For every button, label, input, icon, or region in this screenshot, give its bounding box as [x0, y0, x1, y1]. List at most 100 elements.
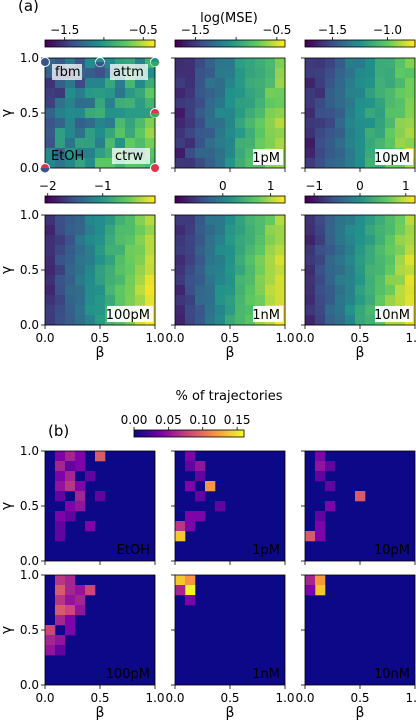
heatmap-cell [255, 285, 266, 296]
heatmap-cell [305, 98, 316, 109]
mse-colorbar-swatch [384, 196, 388, 203]
heatmap-cell [235, 315, 246, 326]
mse-colorbar-swatch [183, 40, 187, 47]
heatmap-cell [255, 128, 266, 139]
mse-colorbar-swatch [127, 196, 131, 203]
mse-colorbar-swatch [210, 40, 214, 47]
heatmap-cell [45, 108, 56, 119]
traj-colorbar-swatch [213, 430, 217, 437]
heatmap-cell [75, 118, 86, 129]
mse-colorbar-swatch [191, 40, 195, 47]
heatmap-cell [365, 315, 376, 326]
heatmap-cell [405, 128, 416, 139]
heatmap-cell [215, 128, 226, 139]
heatmap-cell [345, 245, 356, 256]
heatmap-cell [85, 305, 96, 316]
mse-colorbar-swatch [343, 196, 347, 203]
heatmap-cell [55, 98, 66, 109]
mse-colorbar-swatch [197, 196, 201, 203]
heatmap-cell [275, 215, 286, 226]
mse-colorbar-swatch [274, 40, 278, 47]
heatmap-cell [135, 88, 146, 99]
mse-colorbar-swatch [227, 40, 231, 47]
heatmap-cell [405, 235, 416, 246]
heatmap-cell [55, 245, 66, 256]
heatmap-cell [185, 285, 196, 296]
heatmap-cell [375, 265, 386, 276]
heatmap-cell [175, 275, 186, 286]
heatmap-cell [215, 158, 226, 169]
heatmap-cell [365, 225, 376, 236]
heatmap-cell [265, 245, 276, 256]
heatmap-cell [385, 118, 396, 129]
heatmap-cell [175, 98, 186, 109]
heatmap-cell [125, 138, 136, 149]
panel-condition-label: 1nM [252, 667, 280, 682]
mse-colorbar-swatch [127, 40, 131, 47]
heatmap-cell [215, 98, 226, 109]
x-tick-label: 0.5 [350, 331, 369, 345]
heatmap-cell [215, 255, 226, 266]
heatmap-cell [225, 285, 236, 296]
heatmap-cell [75, 78, 86, 89]
heatmap-cell [315, 295, 326, 306]
panel-condition-label-bg [253, 306, 283, 322]
traj-colorbar-swatch [219, 430, 223, 437]
mse-colorbar-swatch [141, 196, 145, 203]
heatmap-cell [235, 88, 246, 99]
mse-colorbar-swatch [354, 40, 358, 47]
heatmap-cell [175, 118, 186, 129]
heatmap-cell [105, 255, 116, 266]
heatmap-cell [305, 88, 316, 99]
heatmap-cell [95, 118, 106, 129]
traj-colorbar-swatch [180, 430, 184, 437]
mse-colorbar-swatch [265, 40, 269, 47]
heatmap-cell [195, 315, 206, 326]
heatmap-cell [55, 58, 66, 69]
heatmap-cell [45, 98, 56, 109]
mse-colorbar-tick-label: −1.5 [50, 23, 79, 37]
heatmap-cell [95, 245, 106, 256]
heatmap-cell [255, 108, 266, 119]
heatmap-cell [115, 88, 126, 99]
heatmap-cell [365, 295, 376, 306]
heatmap-cell [405, 245, 416, 256]
mse-colorbar-swatch [208, 196, 212, 203]
heatmap-cell [175, 245, 186, 256]
heatmap-cell [185, 585, 196, 596]
heatmap-cell [235, 255, 246, 266]
mse-colorbar-swatch [274, 196, 278, 203]
heatmap-cell [145, 98, 156, 109]
heatmap-cell [325, 148, 336, 159]
x-tick-label: 0.5 [220, 331, 239, 345]
heatmap-cell [195, 275, 206, 286]
heatmap-cell [145, 245, 156, 256]
mse-colorbar-swatch [149, 40, 153, 47]
x-axis-label: β [356, 345, 365, 361]
mse-colorbar-swatch [56, 40, 60, 47]
mse-colorbar-swatch [75, 40, 79, 47]
mse-colorbar-swatch [338, 196, 342, 203]
heatmap-cell [355, 235, 366, 246]
heatmap-cell [305, 118, 316, 129]
heatmap-cell [45, 68, 56, 79]
mse-colorbar-swatch [122, 40, 126, 47]
heatmap-cell [245, 315, 256, 326]
x-axis-label: β [96, 345, 105, 361]
heatmap-cell [135, 235, 146, 246]
heatmap-cell [195, 295, 206, 306]
heatmap-cell [335, 315, 346, 326]
heatmap-cell [205, 148, 216, 159]
heatmap-cell [225, 295, 236, 306]
mse-colorbar-swatch [379, 196, 383, 203]
mse-colorbar-swatch [108, 40, 112, 47]
heatmap-cell [225, 245, 236, 256]
mse-colorbar-swatch [75, 196, 79, 203]
heatmap-cell [45, 305, 56, 316]
mse-colorbar-swatch [257, 196, 261, 203]
heatmap-cell [95, 148, 106, 159]
heatmap-cell [245, 275, 256, 286]
heatmap-cell [65, 158, 76, 169]
traj-colorbar-swatch [191, 430, 195, 437]
traj-colorbar-swatch [227, 430, 231, 437]
